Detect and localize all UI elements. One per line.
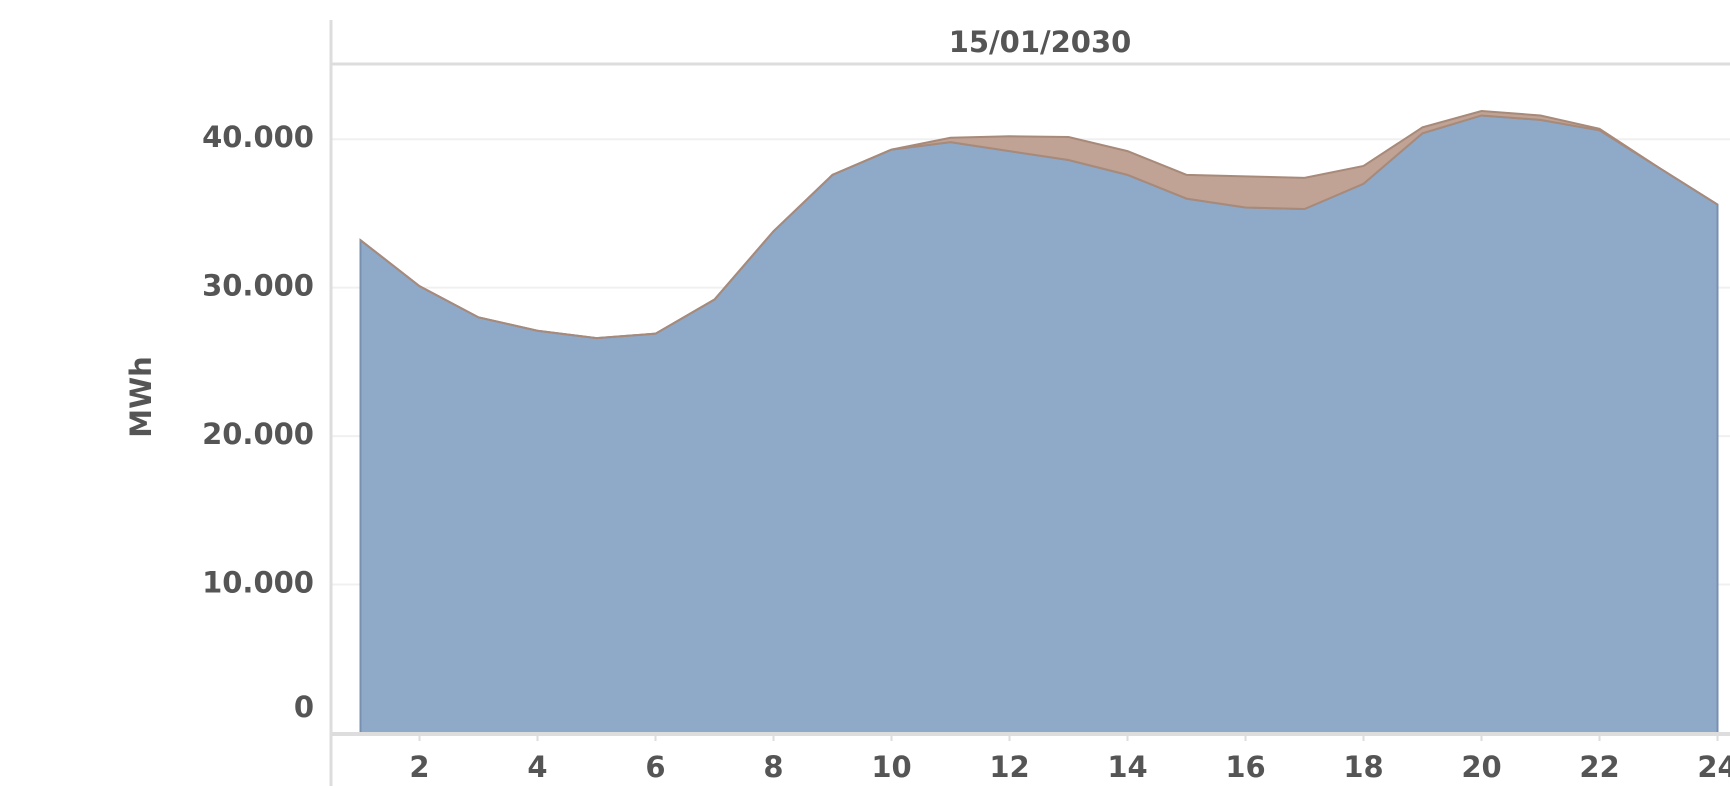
y-tick-label: 10.000: [202, 566, 314, 600]
x-tick-label: 6: [645, 750, 665, 784]
y-axis-label: MWh: [124, 356, 158, 438]
x-tick-label: 14: [1107, 750, 1147, 784]
x-tick-label: 2: [409, 750, 429, 784]
x-tick-label: 10: [871, 750, 911, 784]
x-tick-label: 4: [527, 750, 547, 784]
x-tick-label: 16: [1225, 750, 1265, 784]
y-tick-label: 30.000: [202, 269, 314, 303]
area: [359, 114, 1719, 734]
x-tick-label: 24: [1697, 750, 1730, 784]
x-tick-label: 12: [989, 750, 1029, 784]
chart-title: 15/01/2030: [949, 25, 1132, 59]
x-tick-label: 8: [763, 750, 783, 784]
y-tick-label: 40.000: [202, 120, 314, 154]
x-tick-label: 20: [1461, 750, 1501, 784]
y-tick-label: 20.000: [202, 417, 314, 451]
x-tick-label: 22: [1579, 750, 1619, 784]
y-tick-label: 0: [294, 690, 314, 724]
x-tick-label: 18: [1343, 750, 1383, 784]
